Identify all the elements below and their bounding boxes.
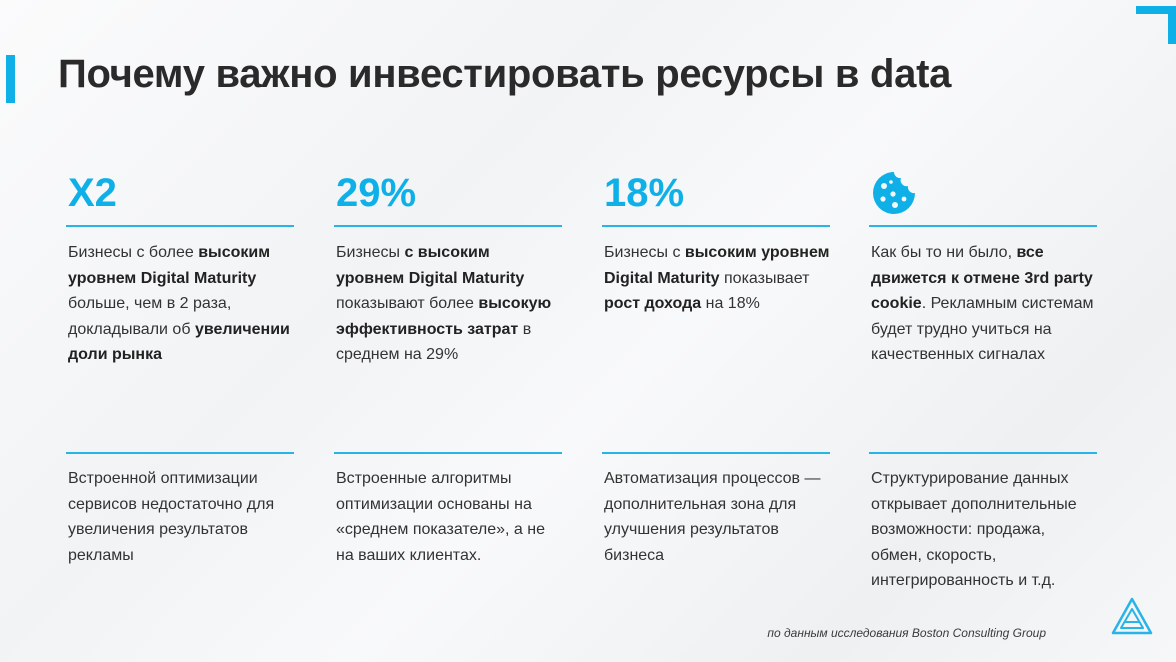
stat-description: Бизнесы с высоким уровнем Digital Maturi… — [602, 240, 830, 317]
lower-description: Встроенной оптимизации сервисов недостат… — [68, 470, 275, 564]
stat-description: Как бы то ни было, все движется к отмене… — [869, 240, 1097, 368]
stat-value: 18% — [604, 171, 685, 215]
emphasis-text: все движется к отмене 3rd party cookie — [871, 244, 1093, 312]
column-4: Как бы то ни было, все движется к отмене… — [869, 170, 1097, 368]
body-text: Бизнесы с более — [68, 244, 199, 261]
divider — [334, 225, 562, 227]
emphasis-text: высоким уровнем Digital Maturity — [68, 244, 271, 287]
lower-description: Структурирование данных открывает дополн… — [871, 470, 1077, 589]
divider — [602, 452, 830, 454]
lower-column-2: Встроенные алгоритмы оптимизации основан… — [334, 447, 562, 568]
lower-column-1: Встроенной оптимизации сервисов недостат… — [66, 447, 294, 568]
lower-description: Автоматизация процессов — дополнительная… — [604, 470, 821, 564]
triangle-logo-icon — [1110, 596, 1154, 636]
body-text: Бизнесы с — [604, 244, 685, 261]
page-title: Почему важно инвестировать ресурсы в dat… — [58, 52, 952, 96]
stat-value: X2 — [68, 171, 117, 215]
divider — [602, 225, 830, 227]
divider — [66, 452, 294, 454]
emphasis-text: увеличении доли рынка — [68, 320, 290, 364]
stat-description: Бизнесы с более высоким уровнем Digital … — [66, 240, 294, 368]
emphasis-text: высоким уровнем Digital Maturity — [604, 244, 830, 287]
lower-description: Встроенные алгоритмы оптимизации основан… — [336, 470, 545, 564]
accent-bar — [6, 55, 15, 103]
source-note: по данным исследования Boston Consulting… — [767, 626, 1046, 640]
body-text: на 18% — [701, 295, 760, 312]
lower-column-3: Автоматизация процессов — дополнительная… — [602, 447, 830, 568]
body-text: показывает — [719, 269, 810, 287]
body-text: показывают более — [336, 295, 479, 312]
emphasis-text: с высоким уровнем Digital Maturity — [336, 244, 525, 287]
column-2: 29% Бизнесы с высоким уровнем Digital Ma… — [334, 170, 562, 368]
divider — [66, 225, 294, 227]
body-text: в среднем на 29% — [336, 320, 532, 364]
divider — [869, 225, 1097, 227]
emphasis-text: высокую эффективность затрат — [336, 295, 552, 338]
lower-column-4: Структурирование данных открывает дополн… — [869, 447, 1097, 594]
stat-value: 29% — [336, 171, 417, 215]
corner-bracket — [1136, 6, 1176, 44]
cookie-icon — [869, 170, 1097, 220]
stat-description: Бизнесы с высоким уровнем Digital Maturi… — [334, 240, 562, 368]
body-text: больше, чем в 2 раза, докладывали об — [68, 295, 232, 338]
body-text: . Рекламным системам будет трудно учитьс… — [871, 295, 1094, 363]
column-1: X2 Бизнесы с более высоким уровнем Digit… — [66, 170, 294, 368]
emphasis-text: рост дохода — [604, 295, 702, 312]
divider — [334, 452, 562, 454]
column-3: 18% Бизнесы с высоким уровнем Digital Ma… — [602, 170, 830, 317]
body-text: Бизнесы — [336, 244, 405, 261]
divider — [869, 452, 1097, 454]
body-text: Как бы то ни было, — [871, 244, 1017, 261]
